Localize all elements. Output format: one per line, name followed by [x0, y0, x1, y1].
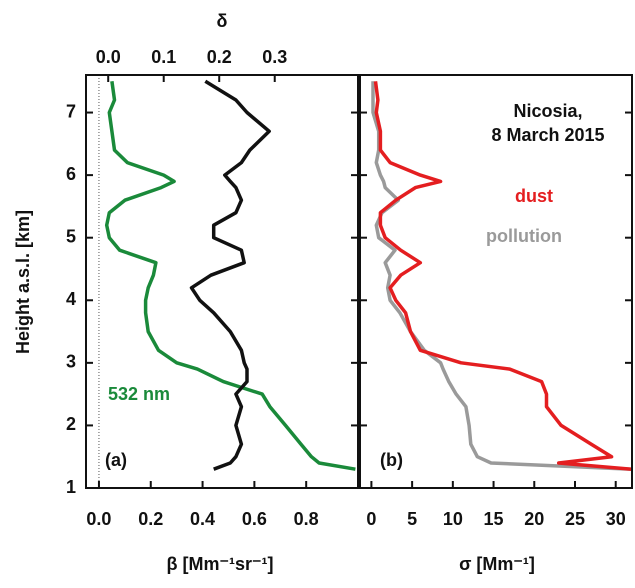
panel-label: (b): [380, 450, 403, 470]
x-tick-label: 0.0: [86, 509, 111, 529]
x2-tick-label: 0.2: [207, 47, 232, 67]
plot-frame: [85, 74, 359, 489]
x-axis-label: β [Mm⁻¹sr⁻¹]: [167, 554, 274, 574]
x2-tick-label: 0.0: [96, 47, 121, 67]
y-axis-label: Height a.s.l. [km]: [13, 210, 33, 354]
x-tick-label: 15: [484, 509, 504, 529]
series-label: 532 nm: [108, 384, 170, 404]
x-tick-label: 5: [407, 509, 417, 529]
x-tick-label: 0.8: [294, 509, 319, 529]
legend-label: pollution: [486, 226, 562, 246]
y-tick-label: 7: [66, 101, 76, 121]
x-axis-label: σ [Mm⁻¹]: [459, 554, 535, 574]
panel-label: (a): [105, 450, 127, 470]
y-tick-label: 2: [66, 414, 76, 434]
profile-line: [104, 81, 356, 471]
plot-frame: [359, 74, 633, 489]
x-tick-label: 25: [565, 509, 585, 529]
y-tick-label: 1: [66, 477, 76, 497]
y-tick-label: 4: [66, 289, 76, 309]
x2-axis-label: δ: [217, 11, 228, 31]
x-tick-label: 0: [366, 509, 376, 529]
y-tick-label: 5: [66, 226, 76, 246]
y-tick-label: 6: [66, 164, 76, 184]
profile-line: [373, 81, 632, 471]
x2-tick-label: 0.3: [262, 47, 287, 67]
x2-tick-label: 0.1: [151, 47, 176, 67]
legend-label: dust: [515, 186, 553, 206]
x-tick-label: 0.6: [242, 509, 267, 529]
x-tick-label: 0.2: [138, 509, 163, 529]
annotation: Nicosia,: [513, 101, 582, 121]
profile-line: [371, 81, 632, 471]
y-tick-label: 3: [66, 352, 76, 372]
x-tick-label: 30: [606, 509, 626, 529]
x-tick-label: 20: [524, 509, 544, 529]
annotation: 8 March 2015: [491, 125, 604, 145]
x-tick-label: 10: [443, 509, 463, 529]
profile-line: [189, 79, 271, 471]
x-tick-label: 0.4: [190, 509, 215, 529]
